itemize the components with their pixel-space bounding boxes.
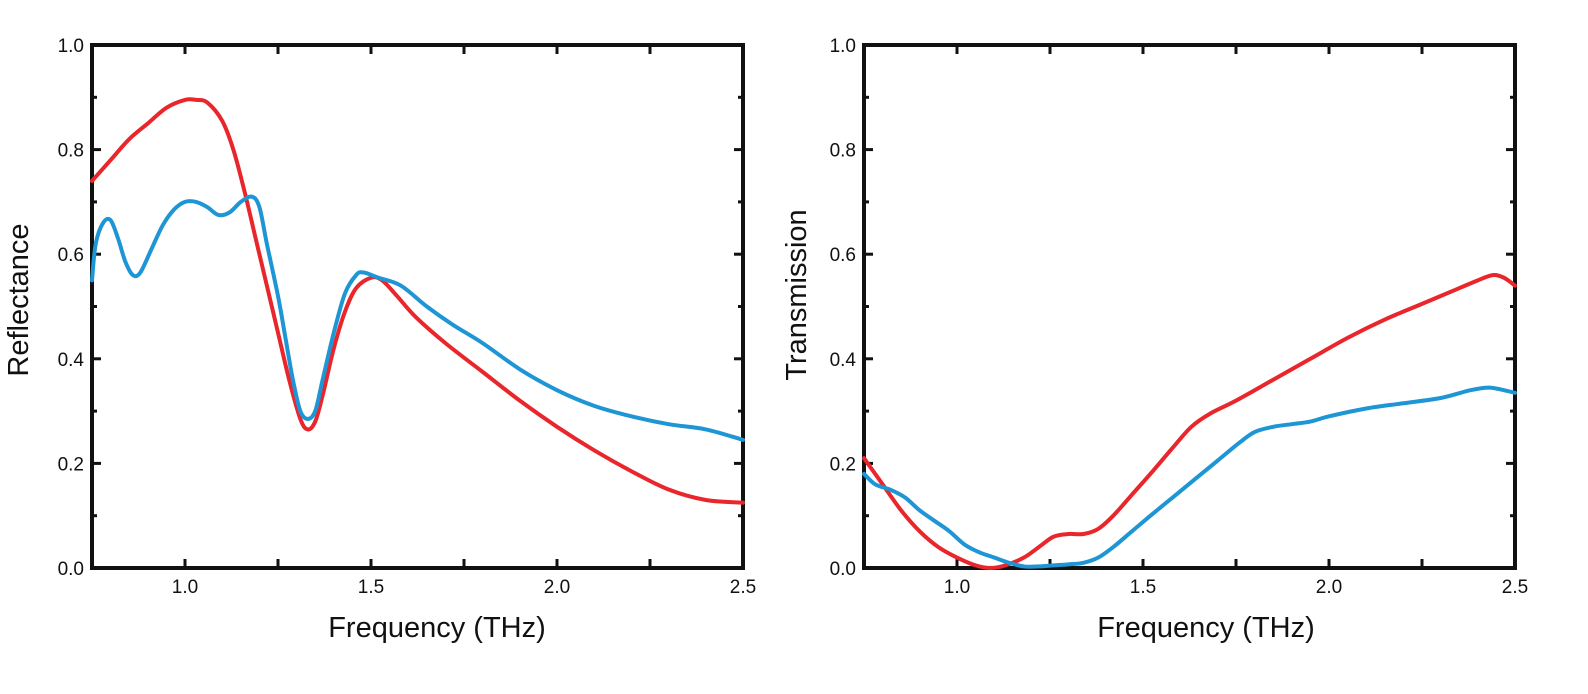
y-tick-label: 0.2 — [58, 454, 84, 475]
transmission-lines — [862, 273, 1517, 570]
transmission-y-tick-labels: 0.0 0.2 0.4 0.6 0.8 1.0 — [830, 36, 857, 580]
x-tick-label: 2.0 — [1316, 577, 1342, 598]
y-tick-label: 1.0 — [830, 36, 856, 57]
x-tick-label: 1.0 — [172, 577, 198, 598]
transmission-panel: 1.0 1.5 2.0 2.5 0.0 0.2 0.4 0.6 0.8 1.0 … — [781, 36, 1528, 644]
y-tick-label: 0.4 — [830, 350, 857, 371]
y-tick-label: 0.8 — [830, 141, 856, 162]
reflectance-red-series-line — [90, 97, 745, 505]
transmission-x-axis-title: Frequency (THz) — [1097, 612, 1315, 644]
reflectance-panel: 1.0 1.5 2.0 2.5 0.0 0.2 0.4 0.6 0.8 1.0 … — [3, 36, 756, 644]
reflectance-x-tick-labels: 1.0 1.5 2.0 2.5 — [172, 577, 756, 598]
x-tick-label: 2.5 — [730, 577, 756, 598]
transmission-y-axis-title: Transmission — [781, 209, 813, 380]
reflectance-plot-frame — [90, 43, 745, 570]
x-tick-label: 2.0 — [544, 577, 570, 598]
reflectance-y-axis-title: Reflectance — [3, 223, 35, 376]
transmission-x-tick-labels: 1.0 1.5 2.0 2.5 — [944, 577, 1528, 598]
y-tick-label: 0.6 — [830, 245, 856, 266]
y-tick-label: 0.4 — [58, 350, 85, 371]
transmission-red-series-line — [862, 273, 1517, 570]
y-tick-label: 0.8 — [58, 141, 84, 162]
x-tick-label: 2.5 — [1502, 577, 1528, 598]
x-tick-label: 1.0 — [944, 577, 970, 598]
x-tick-label: 1.5 — [1130, 577, 1156, 598]
y-tick-label: 1.0 — [58, 36, 84, 57]
y-tick-label: 0.0 — [58, 559, 84, 580]
x-tick-label: 1.5 — [358, 577, 384, 598]
y-tick-label: 0.0 — [830, 559, 856, 580]
reflectance-lines — [90, 97, 745, 505]
y-tick-label: 0.6 — [58, 245, 84, 266]
transmission-blue-series-line — [862, 385, 1517, 569]
reflectance-x-axis-title: Frequency (THz) — [328, 612, 546, 644]
reflectance-ticks — [92, 43, 743, 568]
reflectance-y-tick-labels: 0.0 0.2 0.4 0.6 0.8 1.0 — [58, 36, 85, 580]
reflectance-blue-series-line — [90, 194, 745, 442]
y-tick-label: 0.2 — [830, 454, 856, 475]
